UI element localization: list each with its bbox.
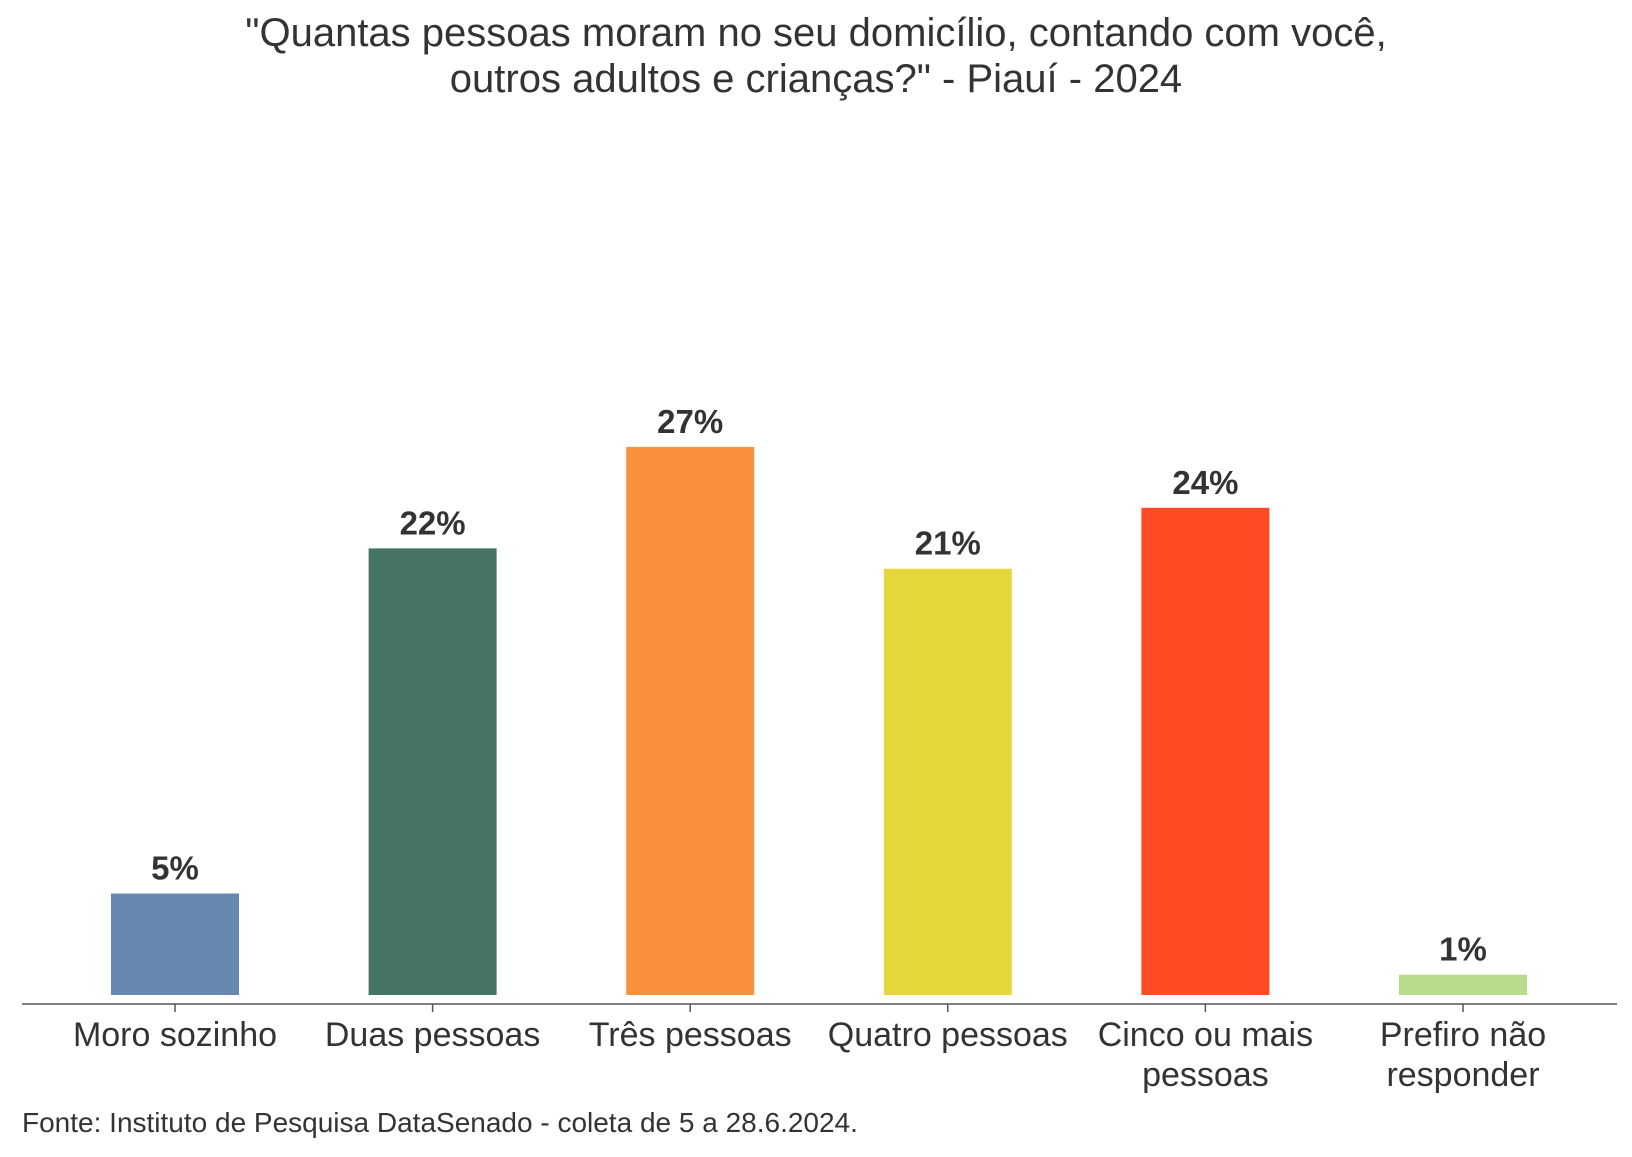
bar: [111, 893, 239, 995]
x-tick-label: Moro sozinho: [73, 1016, 277, 1054]
data-label: 24%: [1172, 464, 1238, 501]
data-label: 1%: [1439, 931, 1487, 968]
source-note: Fonte: Instituto de Pesquisa DataSenado …: [22, 1107, 858, 1138]
bar: [368, 548, 497, 995]
chart-title: "Quantas pessoas moram no seu domicílio,…: [245, 11, 1386, 101]
x-tick-label: Prefiro não: [1380, 1016, 1546, 1054]
bar: [626, 446, 755, 995]
chart-title-line: outros adultos e crianças?" - Piauí - 20…: [450, 57, 1182, 101]
bar: [1399, 974, 1527, 995]
x-tick-label: Cinco ou mais: [1098, 1016, 1313, 1054]
x-tick-label: Três pessoas: [589, 1016, 792, 1054]
x-tick-label: Duas pessoas: [325, 1016, 540, 1054]
chart-title-line: "Quantas pessoas moram no seu domicílio,…: [245, 11, 1386, 55]
x-axis-tick-labels: Moro sozinho Duas pessoas Três pessoas Quat…: [73, 1016, 1546, 1094]
data-label: 27%: [657, 403, 723, 440]
data-labels: 5% 22% 27% 21% 24% 1%: [151, 403, 1487, 968]
x-tick-label: responder: [1386, 1056, 1539, 1094]
data-label: 21%: [915, 525, 981, 562]
x-tick-label: Quatro pessoas: [828, 1016, 1068, 1054]
bar: [883, 568, 1012, 995]
data-label: 22%: [400, 504, 466, 541]
data-label: 5%: [151, 850, 199, 887]
x-axis-ticks: [174, 1004, 1464, 1012]
x-tick-label: pessoas: [1142, 1056, 1269, 1094]
bar: [1141, 507, 1270, 995]
bars: [111, 446, 1527, 995]
